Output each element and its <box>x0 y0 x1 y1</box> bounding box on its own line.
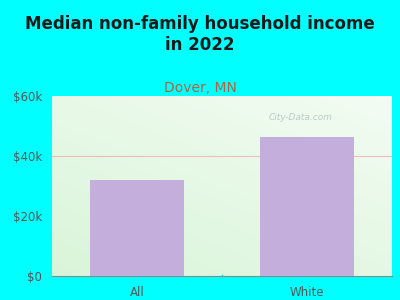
Bar <box>260 136 354 276</box>
Text: Median non-family household income
in 2022: Median non-family household income in 20… <box>25 15 375 54</box>
Text: City-Data.com: City-Data.com <box>268 113 332 122</box>
Bar <box>90 180 184 276</box>
Text: Dover, MN: Dover, MN <box>164 81 236 95</box>
